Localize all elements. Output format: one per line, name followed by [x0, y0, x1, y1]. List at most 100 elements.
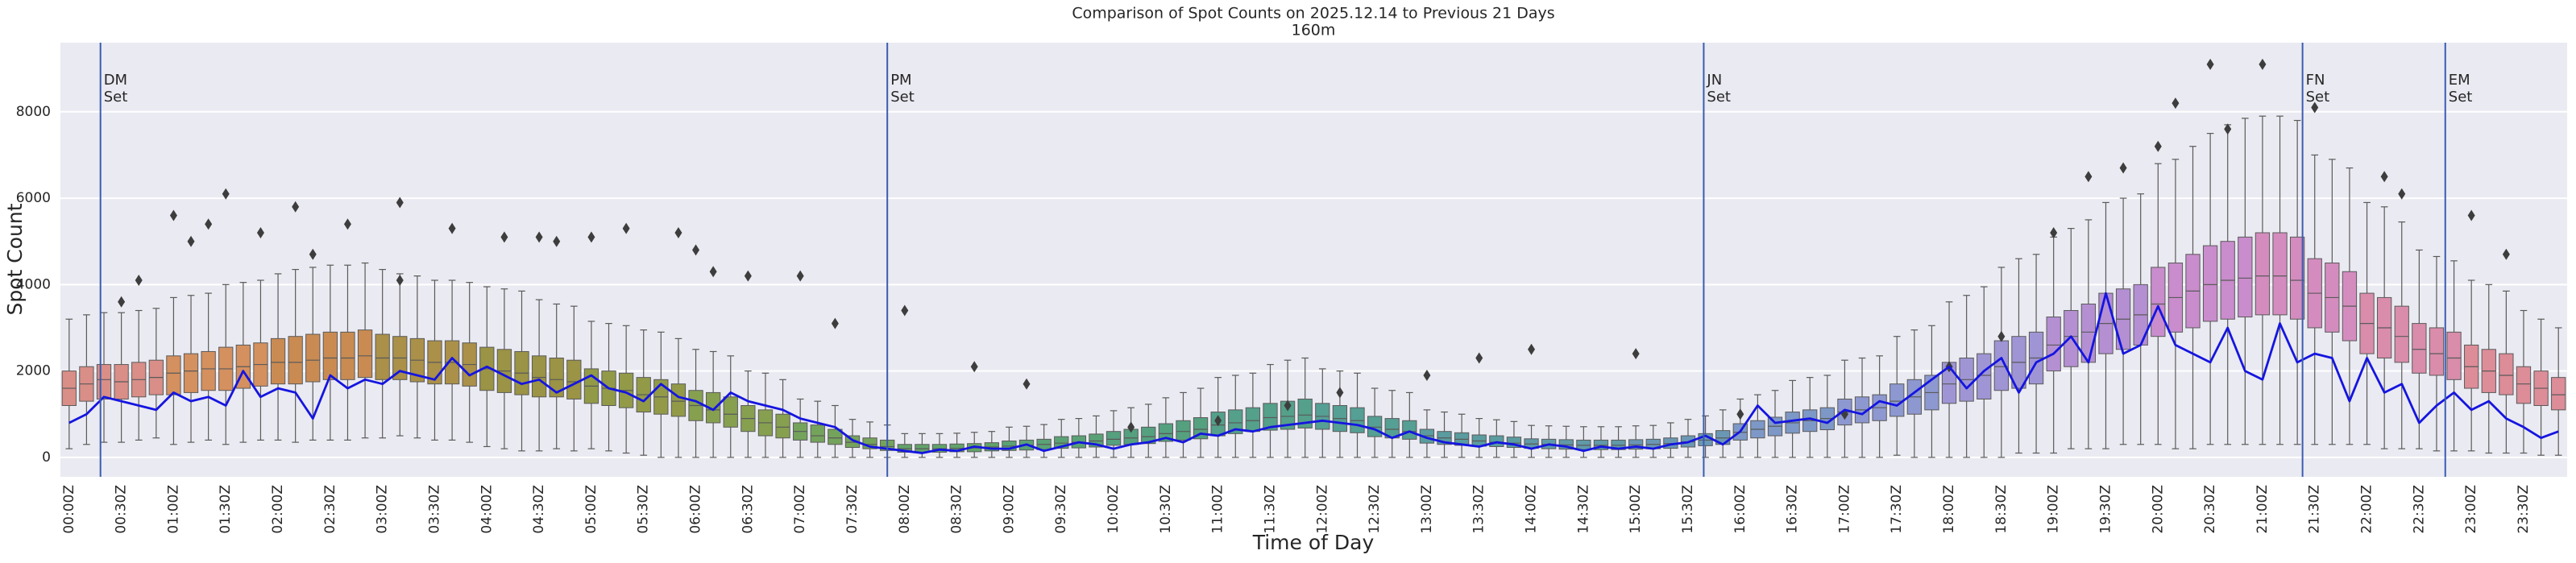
- annotation-label: Set: [890, 89, 915, 106]
- box: [2238, 236, 2253, 318]
- x-tick-label: 23:30Z: [2516, 485, 2532, 534]
- x-tick-label: 22:00Z: [2359, 485, 2375, 534]
- x-tick-label: 09:30Z: [1053, 485, 1069, 534]
- x-tick-label: 19:00Z: [2046, 485, 2062, 534]
- box: [340, 331, 355, 380]
- box: [549, 358, 564, 398]
- x-tick-label: 03:30Z: [426, 485, 442, 534]
- box: [531, 355, 547, 398]
- x-tick-label: 05:30Z: [636, 485, 652, 534]
- x-tick-label: 18:00Z: [1941, 485, 1957, 534]
- box: [183, 353, 199, 393]
- x-axis-label: Time of Day: [1252, 531, 1375, 554]
- outlier: [2311, 101, 2319, 114]
- outlier: [553, 235, 561, 247]
- outlier: [118, 296, 126, 308]
- outlier: [1214, 415, 1222, 427]
- box: [1228, 409, 1243, 434]
- x-tick-label: 20:30Z: [2202, 485, 2218, 534]
- x-tick-label: 18:30Z: [1993, 485, 2010, 534]
- outlier: [396, 274, 404, 286]
- outlier: [1336, 387, 1344, 399]
- box: [2499, 353, 2514, 395]
- annotation-label: Set: [2449, 89, 2473, 106]
- y-tick-label: 8000: [16, 104, 51, 120]
- x-tick-label: 16:00Z: [1732, 485, 1748, 534]
- outlier: [796, 270, 804, 282]
- x-tick-label: 09:00Z: [1001, 485, 1017, 534]
- outlier: [1475, 352, 1483, 364]
- box: [1141, 426, 1156, 445]
- x-tick-label: 06:30Z: [740, 485, 756, 534]
- box: [706, 391, 721, 424]
- x-tick-label: 14:00Z: [1524, 485, 1540, 534]
- line-series: [68, 292, 2559, 454]
- outlier: [744, 270, 752, 282]
- outlier: [1528, 343, 1536, 355]
- outlier: [205, 218, 213, 230]
- box: [670, 383, 687, 417]
- annotation-label: FN: [2306, 72, 2325, 89]
- annotation-label: Set: [2306, 89, 2330, 106]
- box: [2255, 232, 2271, 316]
- outlier: [2224, 123, 2232, 135]
- chart-subtitle: 160m: [1292, 22, 1336, 39]
- outlier: [2259, 58, 2267, 70]
- outlier: [343, 218, 351, 230]
- box: [305, 333, 321, 383]
- x-tick-label: 13:30Z: [1471, 485, 1487, 534]
- outlier: [2467, 209, 2475, 221]
- x-tick-label: 04:30Z: [531, 485, 547, 534]
- x-tick-label: 21:30Z: [2307, 485, 2323, 534]
- x-tick-label: 15:30Z: [1680, 485, 1696, 534]
- box: [2394, 305, 2409, 363]
- x-tick-label: 21:00Z: [2255, 485, 2271, 534]
- plot-background: [60, 43, 2567, 477]
- box: [96, 364, 112, 399]
- x-tick-label: 01:00Z: [165, 485, 181, 534]
- x-tick-label: 01:30Z: [218, 485, 234, 534]
- annotation-label: EM: [2449, 72, 2470, 89]
- x-tick-label: 10:00Z: [1105, 485, 1122, 534]
- x-tick-label: 19:30Z: [2097, 485, 2113, 534]
- box: [1158, 423, 1174, 442]
- x-tick-label: 04:00Z: [479, 485, 495, 534]
- x-tick-label: 16:30Z: [1785, 485, 1801, 534]
- outlier: [1632, 348, 1640, 360]
- outlier: [135, 274, 143, 286]
- x-tick-label: 10:30Z: [1158, 485, 1174, 534]
- x-tick-label: 20:00Z: [2150, 485, 2166, 534]
- outlier: [2119, 162, 2127, 174]
- box: [375, 333, 390, 380]
- x-tick-label: 17:30Z: [1889, 485, 1905, 534]
- x-tick-label: 12:00Z: [1314, 485, 1330, 534]
- x-tick-label: 17:00Z: [1836, 485, 1852, 534]
- outlier: [1736, 408, 1744, 420]
- box: [270, 337, 286, 385]
- box: [1367, 416, 1383, 437]
- box: [2064, 310, 2079, 367]
- x-tick-label: 11:30Z: [1262, 485, 1278, 534]
- outlier: [2502, 248, 2510, 260]
- outlier: [2154, 140, 2162, 152]
- annotation-label: Set: [104, 89, 128, 106]
- x-tick-label: 00:30Z: [114, 485, 130, 534]
- y-tick-label: 6000: [16, 190, 51, 206]
- outlier: [674, 226, 682, 238]
- box: [2446, 331, 2462, 380]
- outlier: [709, 266, 717, 278]
- box: [2151, 267, 2166, 337]
- annotation-label: PM: [890, 72, 911, 89]
- box: [288, 336, 303, 385]
- box: [2516, 366, 2532, 404]
- box: [1245, 407, 1261, 433]
- annotation-label: DM: [104, 72, 127, 89]
- x-tick-label: 23:00Z: [2463, 485, 2479, 534]
- y-tick-label: 4000: [16, 276, 51, 292]
- box: [2272, 232, 2288, 316]
- outlier: [2050, 226, 2058, 238]
- outlier: [256, 226, 264, 238]
- x-tick-label: 12:30Z: [1367, 485, 1383, 534]
- outlier: [1997, 330, 2006, 342]
